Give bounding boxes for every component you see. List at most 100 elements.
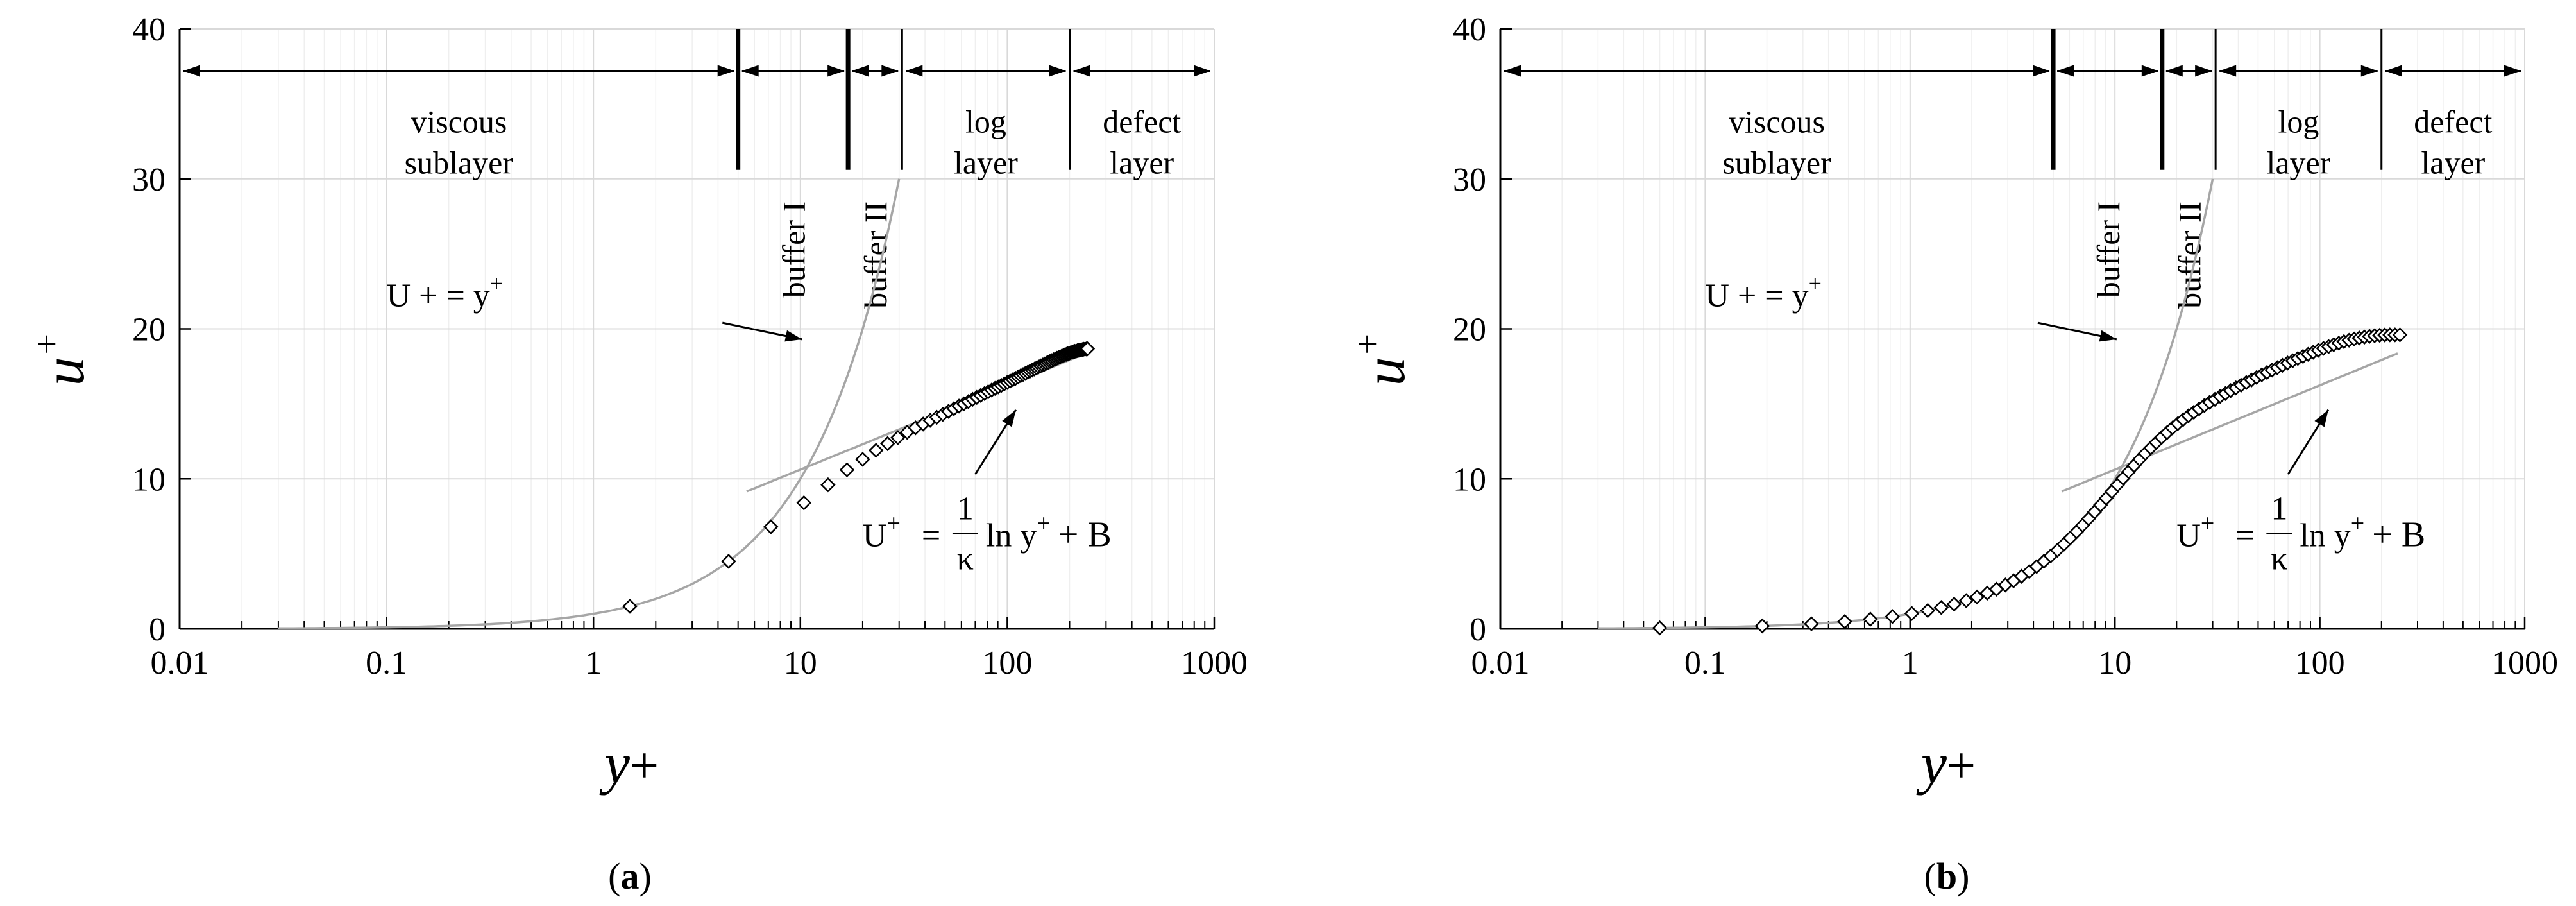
x-tick-label: 1 xyxy=(1902,645,1919,681)
region-label: defect xyxy=(1103,103,1181,139)
data-point xyxy=(1920,603,1936,619)
log-law-label-numerator: 1 xyxy=(957,490,974,527)
chart-panel-a: 0.01 0.1 1 10 100 1000 0 10 20 30 40 viscous sublaye… xyxy=(26,12,1248,897)
region-arrowhead xyxy=(741,65,759,77)
region-arrowhead xyxy=(1504,65,1521,77)
region-label: buffer I xyxy=(775,201,811,298)
x-axis-title: y+ xyxy=(1916,732,1976,796)
panel-label: (a) xyxy=(608,855,652,897)
x-axis-title-plus: + xyxy=(1947,738,1976,794)
y-tick-label: 20 xyxy=(132,312,165,348)
log-law-label-tail: + B xyxy=(1058,515,1112,554)
viscous-law-label-sup: + xyxy=(490,270,503,296)
y-axis-title-sup: + xyxy=(26,332,67,357)
x-tick-label: 1 xyxy=(585,645,602,681)
region-label: sublayer xyxy=(405,144,514,180)
data-point xyxy=(1804,616,1819,632)
region-label: viscous xyxy=(1729,103,1825,139)
region-label: log xyxy=(2278,103,2319,139)
data-point xyxy=(1754,618,1770,634)
data-point xyxy=(890,430,906,445)
region-label: viscous xyxy=(411,103,507,139)
region-arrowhead xyxy=(1049,65,1066,77)
region-label: sublayer xyxy=(1722,144,1831,180)
y-tick-label: 40 xyxy=(1453,12,1486,48)
y-tick-label: 30 xyxy=(1453,162,1486,198)
data-point xyxy=(820,477,836,493)
log-law-label-ln: ln y+ + B xyxy=(986,509,1112,554)
log-law-label-eq: = xyxy=(922,517,940,554)
data-point xyxy=(868,443,884,458)
viscous-law-arrowhead xyxy=(2099,330,2117,342)
region-label: layer xyxy=(2266,144,2330,180)
region-arrowhead xyxy=(2219,65,2237,77)
y-tick-label: 0 xyxy=(1470,611,1486,648)
x-tick-label: 10 xyxy=(2098,645,2131,681)
region-arrowhead xyxy=(2504,65,2521,77)
y-tick-label: 10 xyxy=(1453,461,1486,498)
y-tick-label: 20 xyxy=(1453,312,1486,348)
region-arrowhead xyxy=(2385,65,2402,77)
viscous-law-label: U + = y+ xyxy=(1705,270,1822,314)
region-arrowhead xyxy=(2165,65,2183,77)
y-axis-title: u+ xyxy=(1346,332,1417,386)
data-point xyxy=(1946,596,1962,612)
y-axis-title-sup: + xyxy=(1346,332,1388,357)
y-tick-label: 0 xyxy=(149,611,165,648)
x-tick-label: 100 xyxy=(2295,645,2345,681)
data-point xyxy=(796,495,812,511)
log-law-label-u: U+ xyxy=(2176,509,2214,554)
data-point xyxy=(1885,609,1901,624)
y-tick-label: 30 xyxy=(132,162,165,198)
log-law-arrowhead xyxy=(1002,409,1016,427)
panel-label-open: ( xyxy=(1924,855,1936,897)
data-point xyxy=(1863,611,1878,627)
x-axis-title-plus: + xyxy=(630,738,659,794)
x-tick-label: 0.1 xyxy=(366,645,407,681)
log-law-label-ln-sup: + xyxy=(1037,509,1050,536)
region-arrowhead xyxy=(1194,65,1210,77)
region-arrowhead xyxy=(183,65,200,77)
log-law-label-eq: = xyxy=(2235,517,2254,554)
viscous-law-label-sup: + xyxy=(1809,270,1822,296)
data-point xyxy=(880,436,895,452)
y-axis-title: u+ xyxy=(26,332,96,386)
panel-label-letter: a xyxy=(621,855,640,897)
data-point xyxy=(1933,600,1949,615)
region-label: layer xyxy=(954,144,1018,180)
y-tick-label: 10 xyxy=(132,461,165,498)
region-arrowhead xyxy=(1073,65,1090,77)
x-tick-label: 100 xyxy=(982,645,1032,681)
region-arrowhead xyxy=(852,65,869,77)
viscous-law-arrowhead xyxy=(784,330,802,342)
log-law-label-ln-sup: + xyxy=(2351,509,2364,536)
region-arrowhead xyxy=(2033,65,2050,77)
region-arrowhead xyxy=(2360,65,2378,77)
data-point xyxy=(622,599,638,614)
log-law-label-denominator: κ xyxy=(2271,540,2287,577)
data-point xyxy=(1080,341,1096,357)
data-point xyxy=(2392,327,2408,343)
log-law-curve xyxy=(2061,352,2398,493)
region-arrowhead xyxy=(881,65,899,77)
x-tick-label: 10 xyxy=(784,645,817,681)
panel-label-close: ) xyxy=(1957,855,1969,897)
region-label: buffer II xyxy=(2171,201,2207,309)
data-point xyxy=(839,462,855,477)
region-arrowhead xyxy=(2141,65,2158,77)
data-point xyxy=(721,554,736,569)
log-law-label-tail: + B xyxy=(2372,515,2425,554)
chart-panel-b: 0.01 0.1 1 10 100 1000 0 10 20 30 40 viscous sublaye… xyxy=(1346,12,2558,897)
data-point xyxy=(1958,593,1974,608)
viscous-law-curve xyxy=(278,178,901,630)
log-law-arrowhead xyxy=(2314,409,2328,427)
region-arrowhead xyxy=(906,65,923,77)
data-point xyxy=(1837,614,1852,629)
panel-label-letter: b xyxy=(1936,855,1957,897)
log-law-label-ln: ln y+ + B xyxy=(2300,509,2425,554)
log-law-label-denominator: κ xyxy=(957,540,974,577)
region-label: buffer I xyxy=(2090,201,2126,298)
log-law-label-u: U+ xyxy=(863,509,901,554)
data-point xyxy=(1652,620,1668,636)
